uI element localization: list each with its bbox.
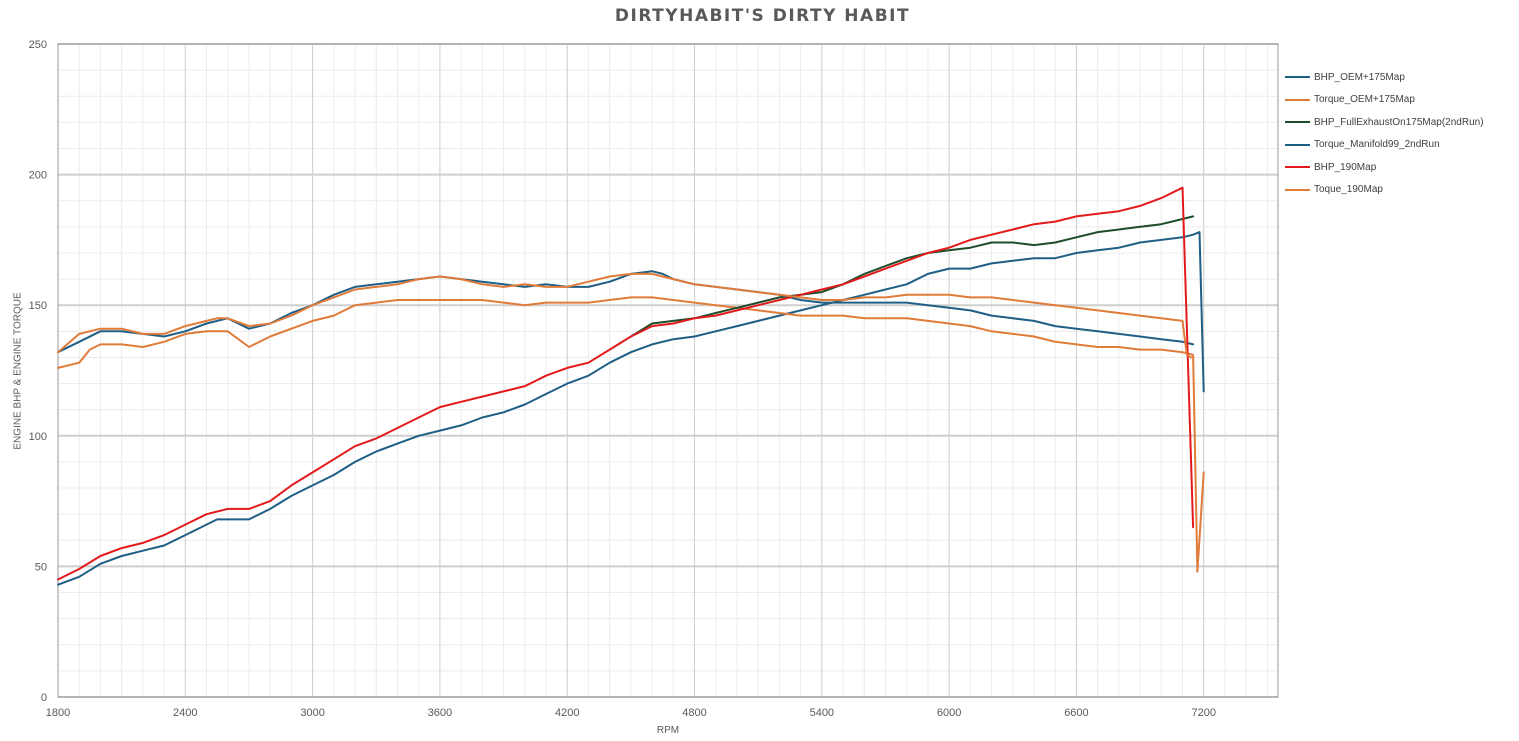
- legend-entry-3: BHP_FullExhaustOn175Map(2ndRun): [1285, 111, 1484, 134]
- y-tick-label: 250: [29, 39, 47, 51]
- grid-layer: [57, 43, 1279, 698]
- legend-swatch: [1285, 188, 1310, 191]
- series-line-5: [57, 186, 1195, 581]
- plot-border: [57, 43, 1279, 698]
- legend-swatch: [1285, 76, 1310, 79]
- x-tick-label: 6600: [1064, 707, 1088, 719]
- legend-entry-5: BHP_190Map: [1285, 156, 1484, 179]
- x-tick-label: 7200: [1191, 707, 1215, 719]
- tick-layer: 1800 2400 3000 3600 4200 4800 5400 6000 6600 7200…: [29, 39, 1216, 719]
- y-tick-label: 50: [35, 561, 47, 573]
- legend-entry-6: Toque_190Map: [1285, 179, 1484, 202]
- legend-label: BHP_FullExhaustOn175Map(2ndRun): [1314, 116, 1484, 128]
- legend-entry-1: BHP_OEM+175Map: [1285, 66, 1484, 89]
- legend-label: BHP_OEM+175Map: [1314, 71, 1405, 83]
- series-layer: [57, 186, 1205, 586]
- series-line-6: [57, 272, 1192, 359]
- series-line-3: [629, 215, 1195, 338]
- series-line-4: [57, 270, 1195, 354]
- x-tick-label: 5400: [810, 707, 834, 719]
- legend-swatch: [1285, 143, 1310, 146]
- legend-label: Toque_190Map: [1314, 184, 1383, 196]
- x-tick-label: 3600: [428, 707, 452, 719]
- legend-entry-4: Torque_Manifold99_2ndRun: [1285, 134, 1484, 157]
- y-tick-label: 150: [29, 300, 47, 312]
- x-tick-label: 4800: [682, 707, 706, 719]
- legend-label: Torque_Manifold99_2ndRun: [1314, 139, 1440, 151]
- legend-entry-2: Torque_OEM+175Map: [1285, 89, 1484, 112]
- y-tick-label: 0: [41, 692, 47, 704]
- legend-swatch: [1285, 121, 1310, 124]
- y-tick-label: 100: [29, 431, 47, 443]
- legend-label: Torque_OEM+175Map: [1314, 94, 1415, 106]
- x-axis-label: RPM: [656, 725, 680, 736]
- x-tick-label: 1800: [46, 707, 70, 719]
- series-line-2: [57, 296, 1205, 573]
- legend: BHP_OEM+175Map Torque_OEM+175Map BHP_FullE…: [1285, 66, 1484, 201]
- series-line-1: [57, 231, 1205, 586]
- x-tick-label: 3000: [300, 707, 324, 719]
- x-tick-label: 6000: [937, 707, 961, 719]
- x-tick-label: 4200: [555, 707, 579, 719]
- legend-label: BHP_190Map: [1314, 161, 1377, 173]
- y-tick-label: 200: [29, 170, 47, 182]
- chart-title: DIRTYHABIT'S DIRTY HABIT: [614, 6, 911, 26]
- legend-swatch: [1285, 98, 1310, 101]
- legend-swatch: [1285, 166, 1310, 169]
- x-tick-label: 2400: [173, 707, 197, 719]
